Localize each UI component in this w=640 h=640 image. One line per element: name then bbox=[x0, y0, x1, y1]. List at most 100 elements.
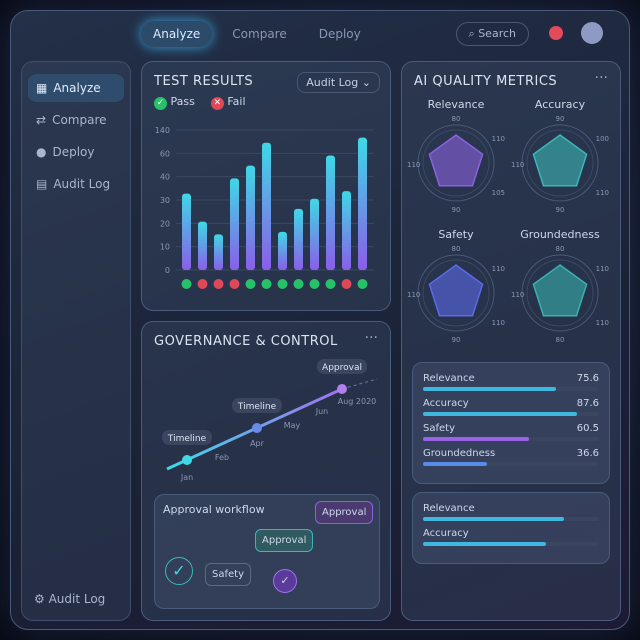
bar[interactable] bbox=[230, 178, 239, 270]
bar[interactable] bbox=[182, 193, 191, 270]
timeline-chip-label: Timeline bbox=[167, 434, 207, 444]
search-button[interactable]: ⌕ Search bbox=[455, 22, 529, 46]
sidebar-item-deploy[interactable]: ● Deploy bbox=[28, 138, 124, 166]
radar-axis-label: 105 bbox=[492, 189, 505, 197]
metric-row: Accuracy 87.6 bbox=[423, 398, 599, 416]
bar[interactable] bbox=[310, 198, 319, 270]
radar-title: Accuracy bbox=[534, 98, 586, 111]
bar[interactable] bbox=[358, 137, 367, 270]
metric-value: 75.6 bbox=[576, 373, 599, 384]
bar[interactable] bbox=[246, 165, 255, 270]
metric-fill bbox=[423, 387, 557, 391]
more-menu-icon[interactable]: ··· bbox=[594, 70, 608, 86]
radar-axis-label: 110 bbox=[511, 161, 524, 169]
radar-axis-label: 100 bbox=[596, 135, 609, 143]
radar-axis-label: 110 bbox=[407, 161, 420, 169]
workflow-node-approval[interactable]: Approval bbox=[255, 529, 314, 552]
tab-deploy[interactable]: Deploy bbox=[318, 27, 361, 41]
radar-title: Relevance bbox=[427, 98, 485, 111]
sidebar-item-audit-log[interactable]: ▤ Audit Log bbox=[28, 170, 124, 198]
radar-axis-label: 110 bbox=[596, 265, 609, 273]
fail-icon bbox=[341, 279, 352, 289]
search-icon: ⌕ bbox=[468, 27, 479, 40]
approval-workflow: Approval workflow ✓ Safety Approval ✓ Ap… bbox=[154, 494, 380, 609]
radar-axis-label: 80 bbox=[452, 245, 461, 253]
metric-bars-card-secondary: Relevance Accuracy bbox=[412, 492, 610, 564]
fail-icon bbox=[229, 279, 240, 289]
timeline-month: Jan bbox=[180, 473, 193, 482]
sidebar-item-label: Deploy bbox=[52, 145, 95, 159]
bar[interactable] bbox=[214, 234, 223, 270]
legend-fail-label: Fail bbox=[227, 95, 246, 108]
chevron-down-icon: ⌄ bbox=[361, 76, 371, 89]
sidebar-item-label: Audit Log bbox=[53, 177, 111, 191]
more-menu-icon[interactable]: ··· bbox=[364, 330, 378, 346]
workflow-node-approval-final[interactable]: Approval bbox=[315, 501, 374, 524]
timeline-chip bbox=[317, 359, 367, 374]
bar[interactable] bbox=[198, 221, 207, 270]
legend-pass: ✓ Pass bbox=[154, 95, 195, 110]
timeline-chip-label: Approval bbox=[322, 363, 362, 373]
avatar[interactable] bbox=[581, 22, 603, 44]
pass-icon bbox=[181, 279, 192, 289]
workflow-node-safety[interactable]: Safety bbox=[205, 563, 251, 586]
chart-icon: ▦ bbox=[36, 81, 48, 95]
y-tick-label: 40 bbox=[160, 173, 170, 182]
metric-name: Relevance bbox=[423, 503, 475, 514]
pass-icon bbox=[277, 279, 288, 289]
check-circle-icon: ✓ bbox=[273, 569, 297, 593]
radar-title: Safety bbox=[438, 228, 474, 241]
sidebar-item-label: Analyze bbox=[53, 81, 101, 95]
legend: ✓ Pass ✕ Fail bbox=[154, 95, 378, 110]
bar[interactable] bbox=[262, 142, 271, 270]
sidebar-footer-audit-log[interactable]: ⚙ Audit Log bbox=[34, 592, 105, 606]
timeline: Timeline Timeline Approval Jan Feb Apr May Jun A… bbox=[162, 359, 378, 482]
radar-shape bbox=[428, 264, 484, 317]
timeline-month: Aug 2020 bbox=[338, 397, 377, 406]
sidebar-item-analyze[interactable]: ▦ Analyze bbox=[28, 74, 124, 102]
panel-title: TEST RESULTS bbox=[154, 74, 254, 89]
fail-icon bbox=[197, 279, 208, 289]
compare-icon: ⇄ bbox=[36, 113, 47, 127]
sidebar-item-label: Compare bbox=[52, 113, 107, 127]
sidebar-footer-label: Audit Log bbox=[48, 592, 106, 606]
legend-fail: ✕ Fail bbox=[210, 95, 246, 110]
timeline-month: Apr bbox=[250, 439, 265, 448]
bar[interactable] bbox=[342, 191, 351, 270]
timeline-month: Jun bbox=[315, 407, 329, 416]
metric-row: Accuracy bbox=[423, 528, 599, 546]
metric-fill bbox=[423, 437, 530, 441]
metric-name: Accuracy bbox=[423, 528, 469, 539]
gear-icon: ⚙ bbox=[34, 592, 49, 606]
radar-axis-label: 80 bbox=[556, 336, 565, 344]
y-tick-label: 140 bbox=[155, 126, 170, 135]
radar-axis-label: 80 bbox=[556, 245, 565, 253]
timeline-node[interactable] bbox=[182, 455, 192, 465]
metric-name: Relevance bbox=[423, 373, 475, 384]
metric-value: 60.5 bbox=[576, 423, 599, 434]
metric-fill bbox=[423, 462, 488, 466]
timeline-month: Feb bbox=[215, 453, 229, 462]
sidebar: ▦ Analyze ⇄ Compare ● Deploy ▤ Audit Log ⚙ A… bbox=[21, 61, 131, 621]
timeline-node[interactable] bbox=[252, 423, 262, 433]
radar-relevance: Relevance 80 110 105 90 110 bbox=[406, 98, 506, 218]
radar-chart: 80 110 110 80 110 bbox=[511, 245, 609, 344]
metric-name: Groundedness bbox=[423, 448, 496, 459]
pass-icon bbox=[357, 279, 368, 289]
bell-icon[interactable] bbox=[549, 26, 563, 40]
bar[interactable] bbox=[326, 155, 335, 270]
ai-quality-panel: AI QUALITY METRICS ··· Relevance 80 110 105… bbox=[401, 61, 621, 621]
sidebar-item-compare[interactable]: ⇄ Compare bbox=[28, 106, 124, 134]
bar[interactable] bbox=[294, 208, 303, 270]
tab-analyze[interactable]: Analyze bbox=[141, 21, 213, 47]
radar-axis-label: 110 bbox=[407, 291, 420, 299]
bar[interactable] bbox=[278, 231, 287, 270]
tab-compare[interactable]: Compare bbox=[232, 27, 287, 41]
pass-icon bbox=[325, 279, 336, 289]
radar-axis-label: 90 bbox=[452, 206, 461, 214]
timeline-node[interactable] bbox=[337, 384, 347, 394]
y-tick-label: 10 bbox=[160, 243, 170, 252]
radar-axis-label: 110 bbox=[511, 291, 524, 299]
audit-log-dropdown[interactable]: Audit Log ⌄ bbox=[297, 72, 380, 93]
y-tick-label: 0 bbox=[165, 266, 170, 275]
